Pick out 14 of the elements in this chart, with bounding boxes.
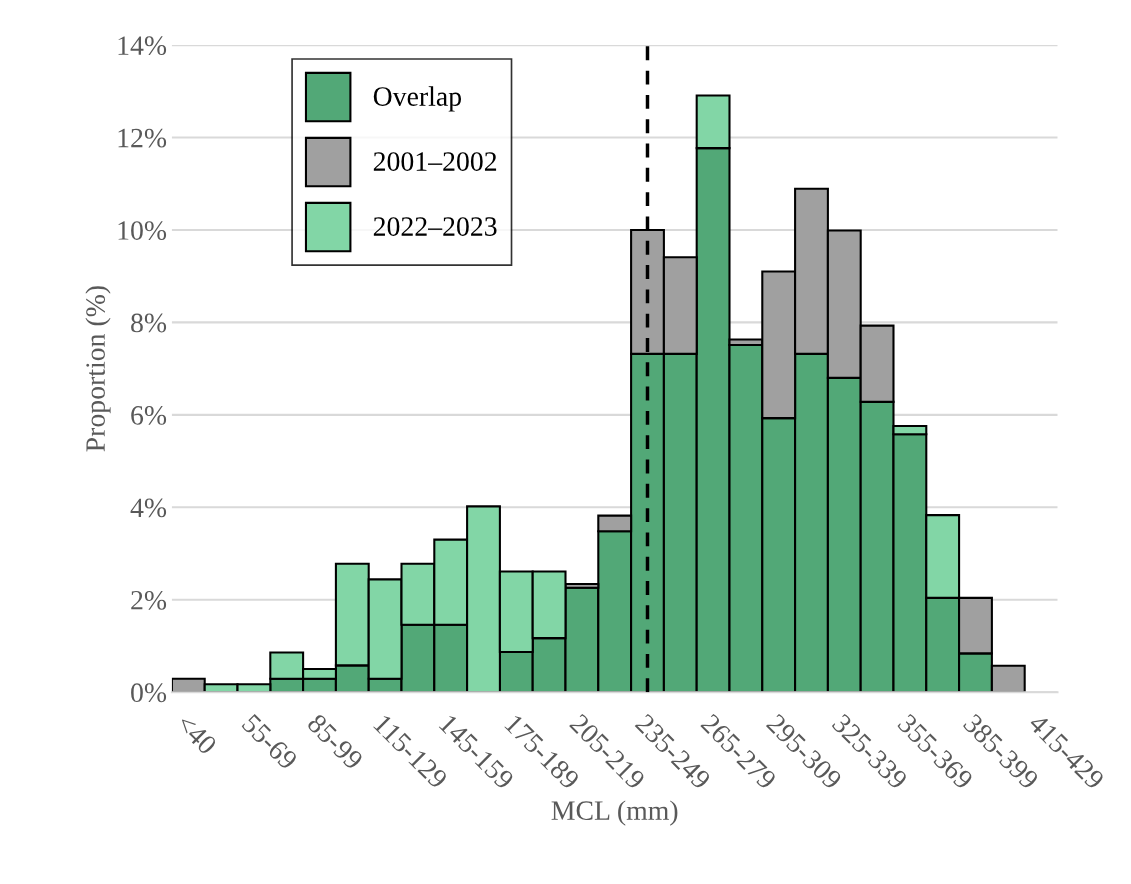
legend-label: Overlap (373, 86, 461, 112)
legend-label: 2001–2002 (373, 152, 497, 171)
x-axis-title: MCL (mm) (551, 800, 678, 826)
x-tick-label: <40 (175, 713, 218, 756)
y-tick-label: 14% (118, 36, 167, 56)
y-axis-title: Proportion (%) (85, 286, 111, 452)
y-tick-label: 4% (130, 498, 167, 518)
y-tick-label: 6% (131, 406, 167, 425)
y-tick-label: 12% (118, 128, 167, 148)
y-tick-label: 10% (118, 221, 167, 240)
y-tick-label: 0% (131, 683, 167, 703)
y-tick-label: 2% (131, 590, 167, 610)
legend-label: 2022–2023 (373, 217, 497, 236)
y-tick-label: 8% (131, 313, 167, 333)
